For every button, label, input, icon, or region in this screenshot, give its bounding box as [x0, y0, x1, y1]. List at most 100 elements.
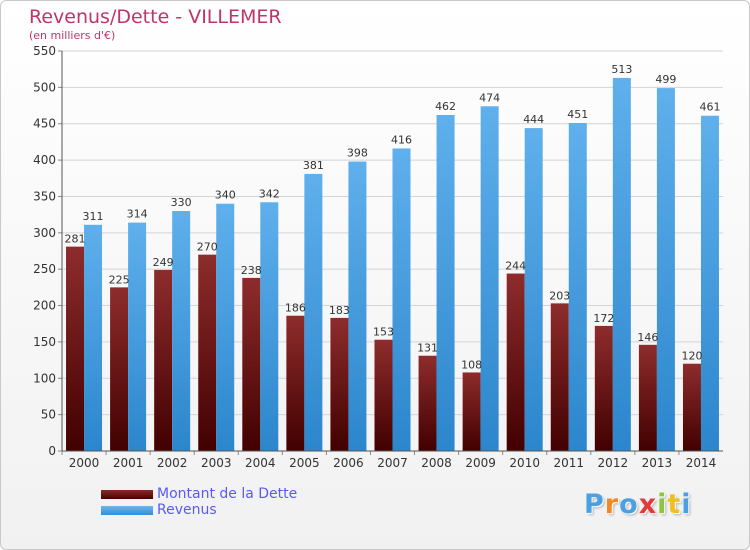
y-tick-label: 550 [33, 44, 56, 58]
logo-letter: t [667, 489, 682, 520]
logo-letter: i [657, 489, 668, 520]
x-tick-label: 2005 [289, 456, 320, 470]
data-label-revenue: 474 [479, 91, 500, 104]
bar-debt [330, 317, 349, 451]
bar-debt [418, 355, 437, 451]
legend-label-revenue: Revenus [157, 502, 217, 518]
bar-debt [594, 325, 613, 451]
chart-subtitle: (en milliers d'€) [29, 29, 116, 42]
data-label-debt: 238 [241, 264, 262, 277]
bar-revenue [568, 123, 587, 451]
y-tick-label: 450 [33, 117, 56, 131]
data-label-revenue: 311 [83, 210, 104, 223]
data-label-revenue: 330 [171, 196, 192, 209]
legend-swatch-revenue [101, 505, 153, 515]
data-label-revenue: 398 [347, 147, 368, 160]
data-label-revenue: 461 [699, 101, 720, 114]
x-tick-label: 2006 [333, 456, 364, 470]
y-tick-label: 100 [33, 371, 56, 385]
data-label-debt: 108 [461, 358, 482, 371]
axes-layer: 0 50 100 150 200 250 300 350 400 450 500 550 2000 200… [33, 44, 723, 470]
bar-debt [286, 315, 305, 451]
x-tick-label: 2000 [69, 456, 100, 470]
data-label-revenue: 462 [435, 100, 456, 113]
data-label-revenue: 314 [127, 208, 148, 221]
y-tick-label: 500 [33, 80, 56, 94]
y-tick-label: 150 [33, 335, 56, 349]
logo-letter: x [638, 489, 658, 520]
bar-revenue [700, 115, 719, 452]
legend-swatch-debt [101, 489, 153, 499]
bar-debt [66, 246, 85, 451]
legend-item-debt: Montant de la Dette [101, 486, 297, 502]
x-tick-label: 2002 [157, 456, 188, 470]
bar-revenue [524, 128, 543, 451]
x-tick-label: 2012 [598, 456, 629, 470]
x-tick-label: 2009 [465, 456, 496, 470]
logo-letter: r [604, 489, 620, 520]
data-label-debt: 244 [505, 260, 526, 273]
data-label-debt: 153 [373, 326, 394, 339]
data-label-revenue: 381 [303, 159, 324, 172]
bar-revenue [480, 106, 499, 451]
data-label-revenue: 444 [523, 113, 544, 126]
bar-debt [638, 344, 657, 451]
data-label-debt: 203 [549, 289, 570, 302]
x-tick-label: 2007 [377, 456, 408, 470]
x-tick-label: 2004 [245, 456, 276, 470]
bar-debt [242, 277, 261, 451]
data-label-revenue: 416 [391, 133, 412, 146]
bar-debt [682, 363, 701, 451]
bar-revenue [128, 222, 147, 451]
x-tick-label: 2003 [201, 456, 232, 470]
y-tick-label: 350 [33, 189, 56, 203]
data-label-debt: 131 [417, 342, 438, 355]
data-label-debt: 172 [593, 312, 614, 325]
data-label-revenue: 499 [655, 73, 676, 86]
x-tick-label: 2001 [113, 456, 144, 470]
x-tick-label: 2008 [421, 456, 452, 470]
bar-revenue [436, 115, 455, 451]
data-label-revenue: 451 [567, 108, 588, 121]
y-tick-label: 0 [48, 444, 56, 458]
legend-label-debt: Montant de la Dette [157, 486, 298, 502]
bar-debt [374, 339, 393, 451]
data-label-revenue: 340 [215, 189, 236, 202]
bar-debt [154, 269, 173, 451]
x-tick-label: 2013 [642, 456, 673, 470]
bar-revenue [260, 202, 279, 451]
bar-revenue [84, 224, 103, 451]
data-label-debt: 270 [197, 241, 218, 254]
data-label-debt: 249 [153, 256, 174, 269]
data-label-revenue: 513 [611, 63, 632, 76]
y-tick-label: 400 [33, 153, 56, 167]
legend: Montant de la Dette Revenus [101, 486, 297, 518]
bar-revenue [612, 77, 631, 451]
proxiti-logo: Proxiti [584, 489, 692, 520]
y-tick-label: 50 [41, 408, 56, 422]
bar-debt [506, 273, 525, 451]
data-label-debt: 225 [109, 273, 130, 286]
bar-revenue [216, 203, 235, 451]
bar-revenue [392, 148, 411, 452]
bar-revenue [656, 88, 675, 451]
bar-debt [550, 303, 569, 451]
bar-debt [110, 287, 129, 451]
x-tick-label: 2011 [553, 456, 584, 470]
data-label-debt: 186 [285, 302, 306, 315]
bars-layer: 281 311 225 314 249 330 270 340 238 342 186 381 183 3… [65, 63, 720, 452]
bar-revenue [172, 211, 191, 451]
logo-letter: o [619, 489, 639, 520]
bar-debt [198, 254, 217, 451]
logo-letter: i [681, 489, 692, 520]
data-label-revenue: 342 [259, 187, 280, 200]
logo-letter: P [584, 489, 605, 520]
data-label-debt: 281 [65, 233, 86, 246]
bar-debt [462, 372, 481, 451]
x-tick-label: 2010 [509, 456, 540, 470]
chart-title: Revenus/Dette - VILLEMER [29, 6, 282, 28]
data-label-debt: 120 [681, 350, 702, 363]
y-tick-label: 200 [33, 299, 56, 313]
